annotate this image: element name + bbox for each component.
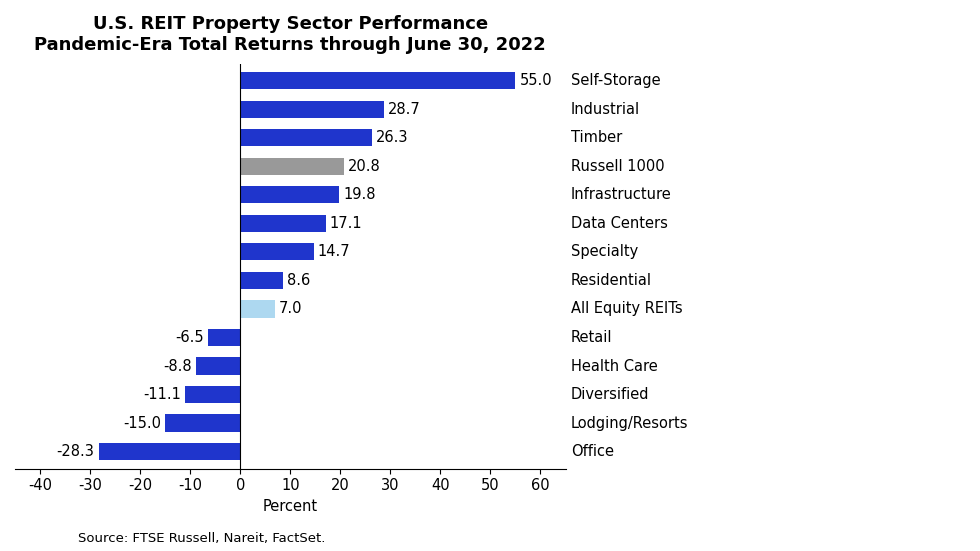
Text: -28.3: -28.3 <box>57 444 95 459</box>
Text: Office: Office <box>571 444 614 459</box>
Text: Diversified: Diversified <box>571 387 650 402</box>
Bar <box>240 244 314 261</box>
Text: Industrial: Industrial <box>571 102 640 117</box>
Text: 14.7: 14.7 <box>318 245 351 260</box>
Text: -11.1: -11.1 <box>143 387 180 402</box>
Text: Self-Storage: Self-Storage <box>571 73 661 88</box>
Text: -6.5: -6.5 <box>175 330 204 345</box>
Text: 17.1: 17.1 <box>330 216 363 231</box>
Title: U.S. REIT Property Sector Performance
Pandemic-Era Total Returns through June 30: U.S. REIT Property Sector Performance Pa… <box>34 15 546 54</box>
Text: -8.8: -8.8 <box>164 359 192 374</box>
Bar <box>208 329 240 346</box>
Text: Infrastructure: Infrastructure <box>571 187 671 202</box>
Bar <box>240 129 371 147</box>
Text: Data Centers: Data Centers <box>571 216 668 231</box>
Text: -15.0: -15.0 <box>123 415 161 430</box>
Bar <box>240 101 384 118</box>
Text: 7.0: 7.0 <box>279 301 303 316</box>
Bar <box>240 186 339 203</box>
Bar <box>240 300 275 317</box>
X-axis label: Percent: Percent <box>263 499 318 514</box>
Text: 26.3: 26.3 <box>376 131 409 145</box>
Text: Retail: Retail <box>571 330 612 345</box>
Bar <box>166 414 240 431</box>
Bar <box>240 158 344 175</box>
Bar <box>99 443 240 460</box>
Text: 28.7: 28.7 <box>388 102 420 117</box>
Bar <box>196 358 240 375</box>
Bar <box>240 272 283 289</box>
Bar <box>240 72 515 89</box>
Text: Timber: Timber <box>571 131 622 145</box>
Text: Residential: Residential <box>571 273 652 288</box>
Bar <box>240 215 325 232</box>
Text: 19.8: 19.8 <box>343 187 375 202</box>
Text: 20.8: 20.8 <box>348 159 381 174</box>
Text: Health Care: Health Care <box>571 359 658 374</box>
Text: Lodging/Resorts: Lodging/Resorts <box>571 415 689 430</box>
Bar <box>184 386 240 403</box>
Text: Source: FTSE Russell, Nareit, FactSet.: Source: FTSE Russell, Nareit, FactSet. <box>78 532 325 545</box>
Text: Specialty: Specialty <box>571 245 638 260</box>
Text: All Equity REITs: All Equity REITs <box>571 301 683 316</box>
Text: 55.0: 55.0 <box>519 73 552 88</box>
Text: 8.6: 8.6 <box>287 273 311 288</box>
Text: Russell 1000: Russell 1000 <box>571 159 664 174</box>
